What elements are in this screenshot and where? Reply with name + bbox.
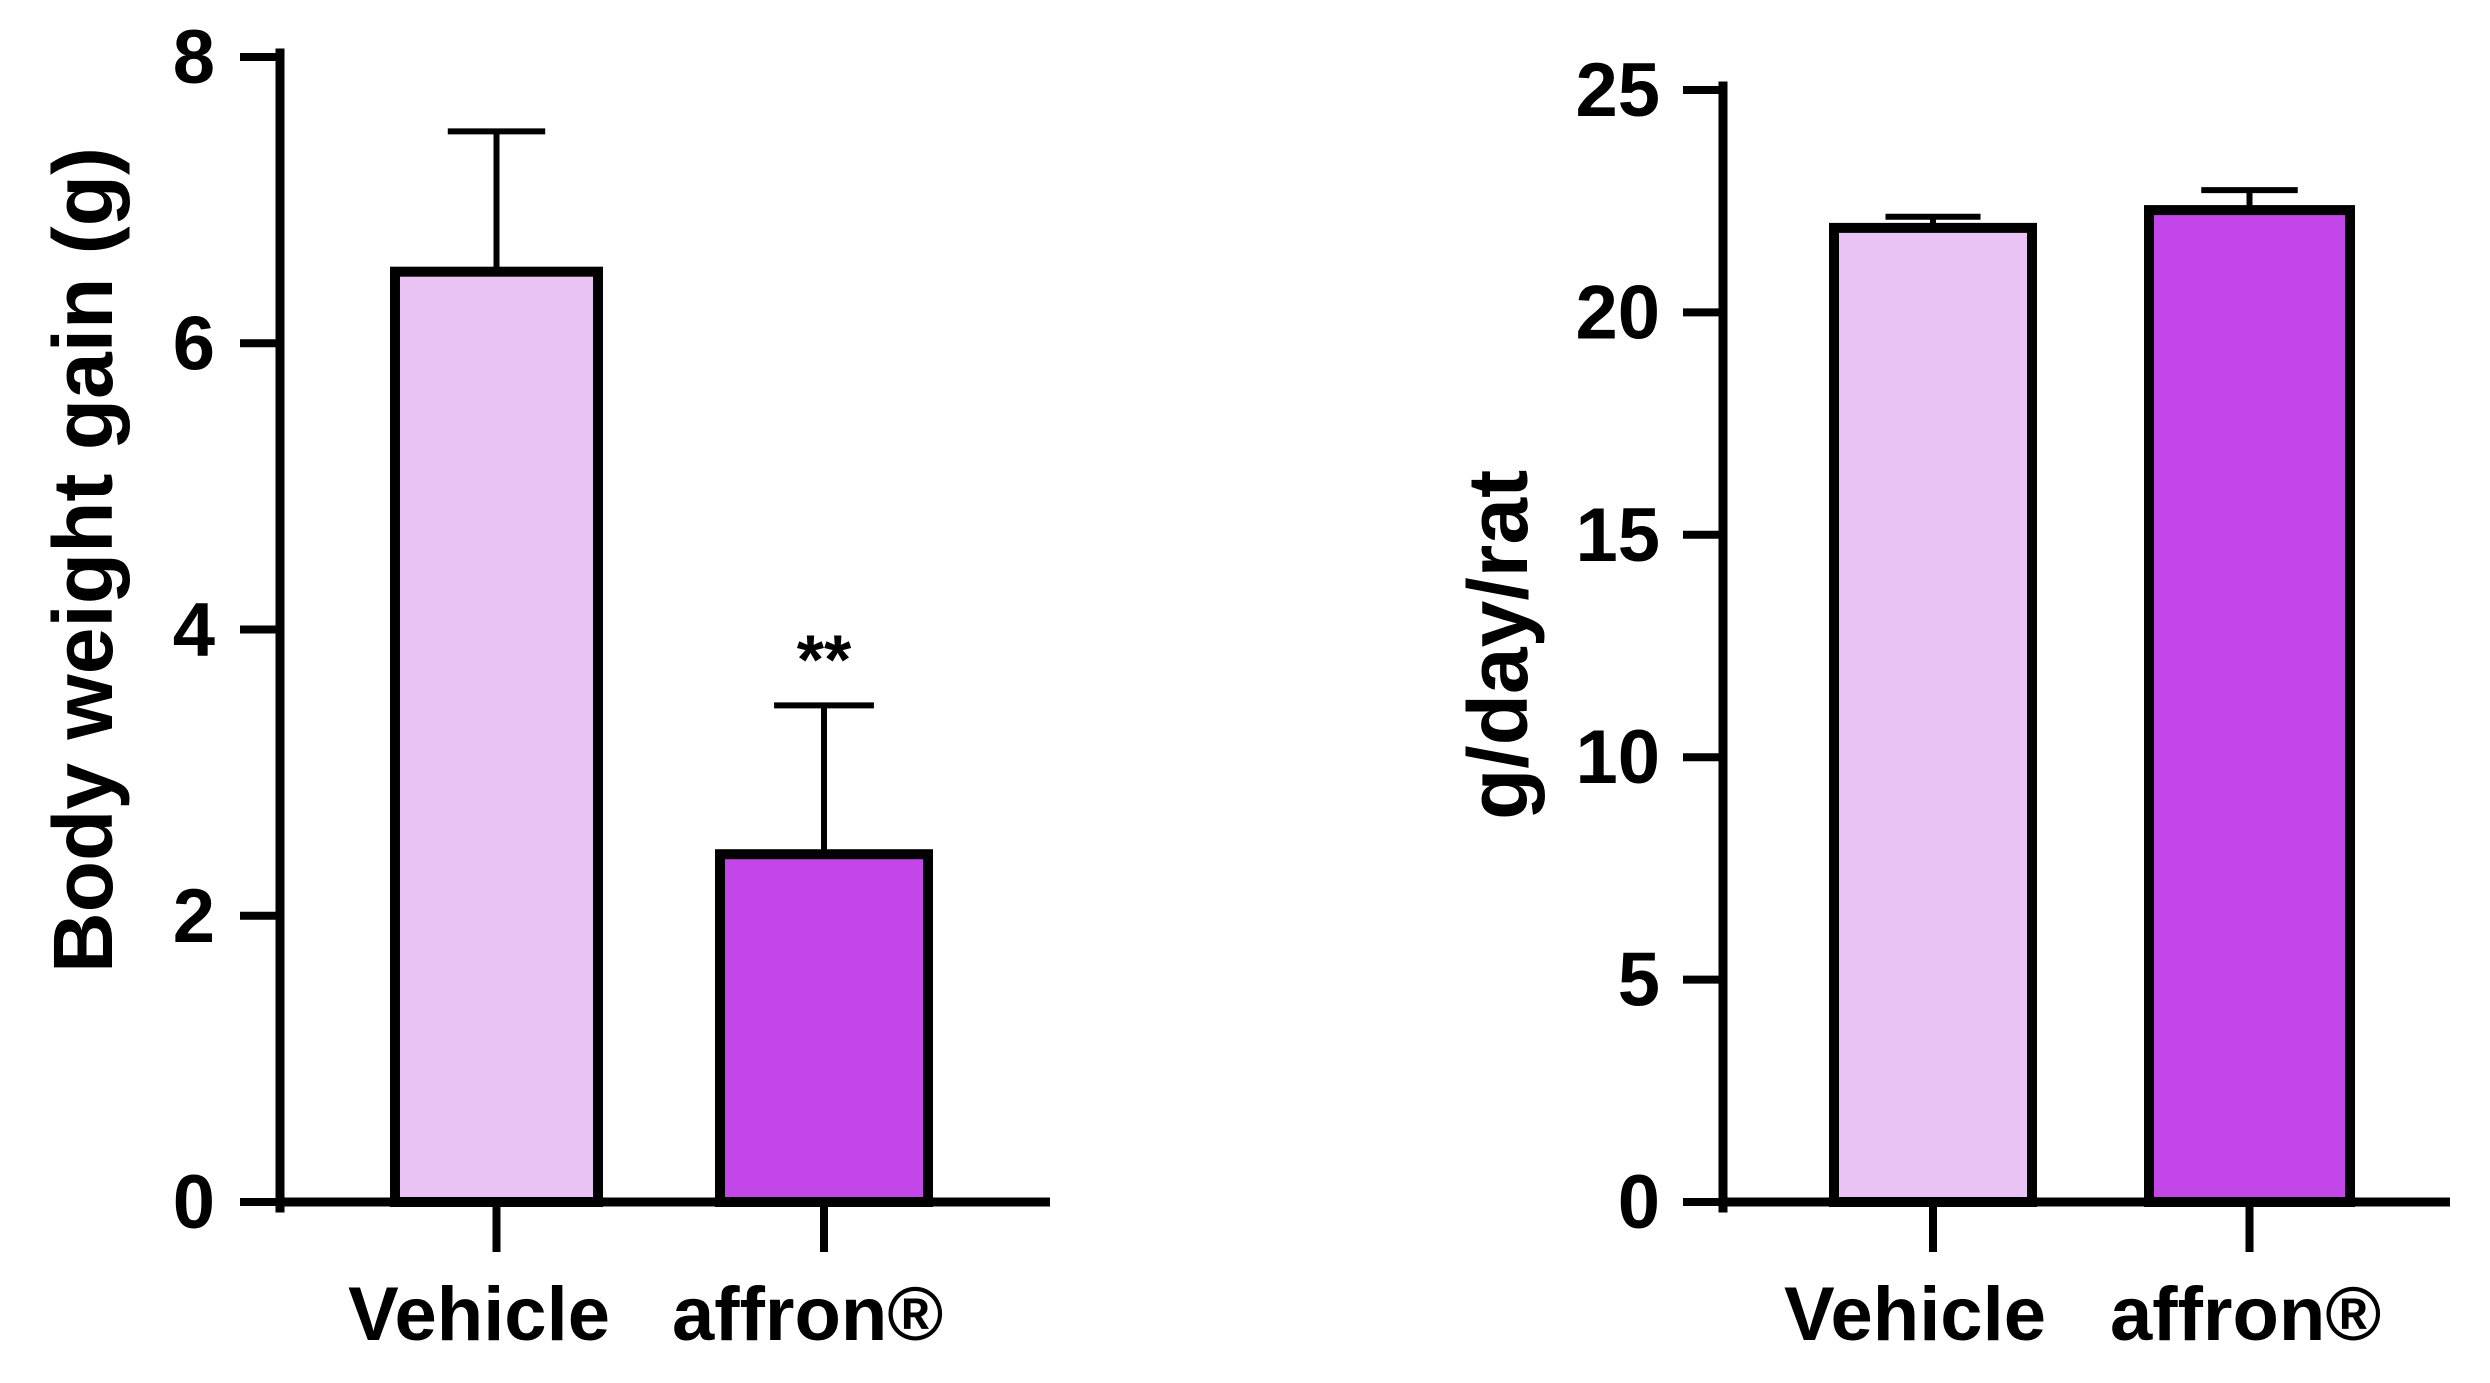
bar-1 [715,849,933,1207]
bar-0 [1829,222,2037,1207]
y-tick-label-4: 20 [1575,270,1660,355]
y-tick-label-3: 6 [173,301,215,386]
chart-body-weight-gain: Body weight gain (g) ** 0 2 4 6 8 Vehicle aff… [36,15,1050,1357]
x-tick-label-affron: affron® [2110,1272,2381,1357]
y-tick-label-5: 25 [1575,48,1660,133]
y-axis-label: g/day/rat [1451,470,1545,820]
y-tick-label-3: 15 [1575,493,1660,578]
x-tick-label-vehicle: Vehicle [1784,1272,2046,1357]
bar-0 [390,266,603,1207]
y-tick-label-1: 2 [173,874,215,959]
bar-1 [2144,205,2355,1207]
x-tick-label-vehicle: Vehicle [348,1272,610,1357]
y-tick-label-4: 8 [173,15,215,100]
plot-area: ** 0 2 4 6 8 [173,15,1050,1252]
plot-area: 0 5 10 15 20 25 [1575,48,2450,1252]
significance-label-1: ** [797,620,852,698]
y-tick-label-0: 0 [173,1160,215,1245]
y-tick-label-2: 10 [1575,715,1660,800]
y-tick-label-1: 5 [1618,938,1660,1023]
chart-food-intake: g/day/rat 0 5 10 15 20 25 Vehicle affron® [1451,48,2450,1357]
y-axis-label: Body weight gain (g) [36,147,130,973]
y-tick-label-2: 4 [173,588,215,673]
y-tick-label-0: 0 [1618,1160,1660,1245]
x-tick-label-affron: affron® [672,1272,943,1357]
